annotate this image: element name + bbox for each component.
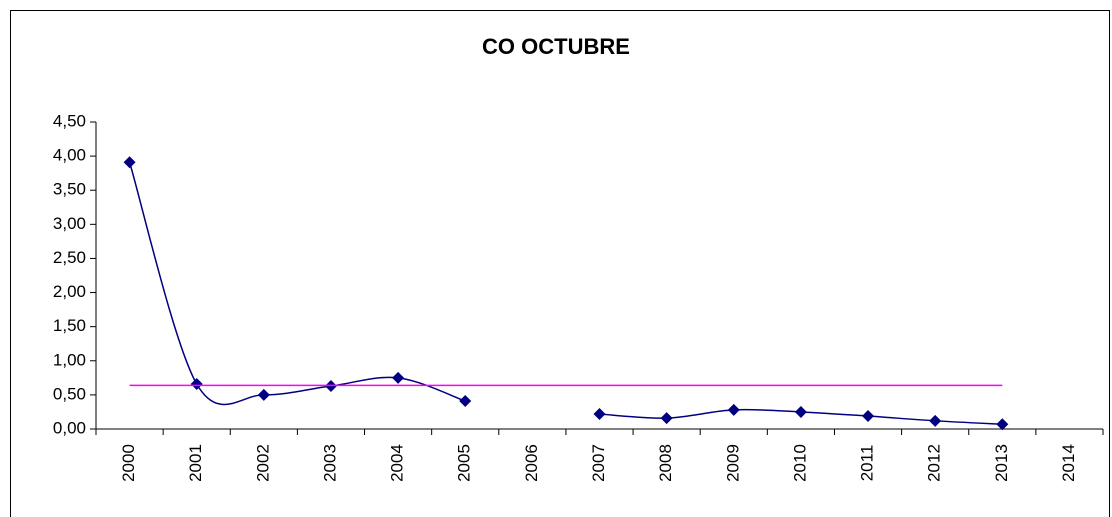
y-tick-label: 4,50 (53, 111, 86, 130)
x-tick-label: 2004 (388, 444, 407, 482)
marker (123, 156, 136, 169)
y-tick-label: 2,00 (53, 282, 86, 301)
y-tick-label: 3,00 (53, 214, 86, 233)
y-tick-label: 0,50 (53, 384, 86, 403)
y-tick-label: 1,00 (53, 350, 86, 369)
x-tick-label: 2013 (992, 444, 1011, 482)
x-tick-label: 2000 (119, 444, 138, 482)
x-tick-label: 2012 (925, 444, 944, 482)
x-tick-label: 2002 (253, 444, 272, 482)
x-tick-label: 2011 (858, 445, 877, 482)
marker (929, 414, 942, 427)
marker (727, 403, 740, 416)
x-tick-label: 2007 (589, 444, 608, 482)
marker (257, 388, 270, 401)
x-tick-label: 2003 (320, 444, 339, 482)
marker (794, 405, 807, 418)
marker (392, 371, 405, 384)
marker (593, 407, 606, 420)
x-tick-label: 2001 (186, 444, 205, 482)
x-tick-label: 2006 (522, 444, 541, 482)
y-tick-label: 2,50 (53, 248, 86, 267)
marker (862, 410, 875, 423)
x-tick-label: 2008 (656, 444, 675, 482)
y-tick-label: 4,00 (53, 146, 86, 165)
y-tick-label: 0,00 (53, 418, 86, 437)
y-tick-label: 3,50 (53, 180, 86, 199)
x-tick-label: 2010 (790, 444, 809, 482)
marker (660, 412, 673, 425)
marker (459, 395, 472, 408)
x-tick-label: 2009 (723, 444, 742, 482)
x-tick-label: 2005 (455, 444, 474, 482)
x-tick-label: 2014 (1059, 444, 1078, 482)
marker (996, 418, 1009, 431)
y-tick-label: 1,50 (53, 316, 86, 335)
chart-frame (10, 10, 1110, 517)
marker (190, 377, 203, 390)
chart-title: CO OCTUBRE (482, 34, 630, 59)
